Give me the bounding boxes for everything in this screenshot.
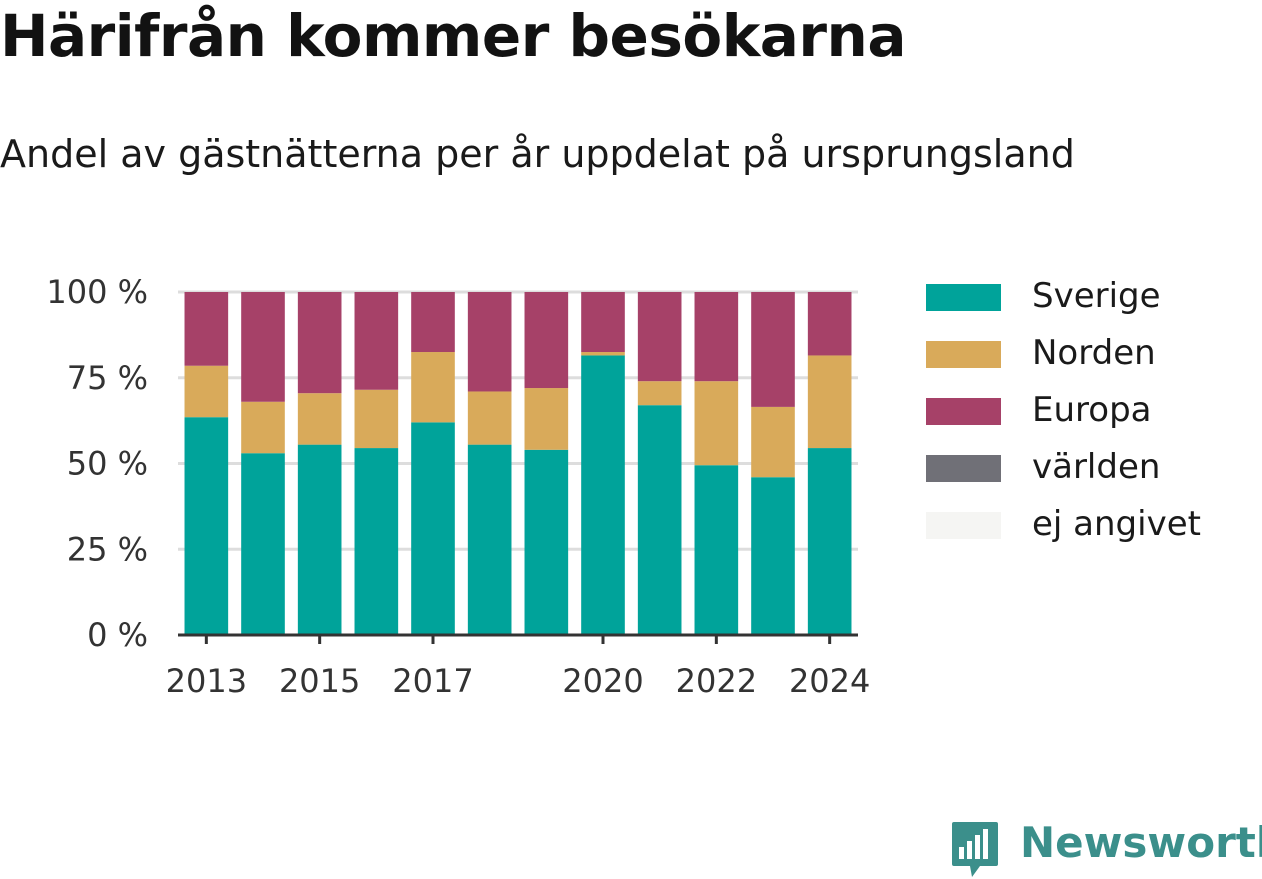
bar-segment xyxy=(467,292,512,392)
x-tick-label: 2015 xyxy=(279,662,360,700)
bar-stacks xyxy=(184,292,852,635)
bar-segment xyxy=(411,352,455,423)
bar-segment xyxy=(751,292,795,407)
newsworthy-logo: Newsworthy xyxy=(950,818,1262,879)
x-tick-label: 2024 xyxy=(789,662,870,700)
bar-segment xyxy=(297,393,342,445)
bar-segment xyxy=(807,448,852,635)
bar-segment xyxy=(524,449,569,635)
legend-label: Sverige xyxy=(1032,276,1161,316)
bar-segment xyxy=(751,406,795,478)
bar-segment xyxy=(807,355,852,449)
bar-segment xyxy=(467,391,512,445)
bar-segment xyxy=(524,388,569,450)
bar-segment xyxy=(467,444,512,635)
bar-segment xyxy=(694,465,739,635)
legend-swatch xyxy=(926,512,1001,539)
bar-segment xyxy=(637,405,682,635)
bar-segment xyxy=(354,292,399,390)
bar-segment xyxy=(637,381,682,406)
y-tick-label: 25 % xyxy=(67,530,148,568)
grid-lines xyxy=(178,290,858,551)
bar-segment xyxy=(637,292,682,382)
bar-segment xyxy=(184,292,229,366)
y-tick-label: 100 % xyxy=(46,273,148,311)
x-tick-label: 2013 xyxy=(166,662,247,700)
y-axis: 0 % 25 % 50 % 75 % 100 % xyxy=(46,273,148,654)
legend-swatch xyxy=(926,398,1001,425)
bar-chart-speech-bubble-icon xyxy=(952,822,998,877)
bar-segment xyxy=(354,389,399,449)
x-tick-label: 2022 xyxy=(676,662,757,700)
bar-segment xyxy=(581,292,625,353)
bar-segment xyxy=(411,422,455,635)
chart-subtitle: Andel av gästnätterna per år uppdelat på… xyxy=(0,132,1075,176)
legend-label: världen xyxy=(1032,447,1161,487)
bar-segment xyxy=(411,292,455,353)
bar-segment xyxy=(581,355,625,635)
legend-swatch xyxy=(926,341,1001,368)
bar-segment xyxy=(241,292,285,402)
bar-segment xyxy=(694,381,739,466)
bar-segment xyxy=(581,352,625,356)
bar-segment xyxy=(751,477,795,635)
bar-segment xyxy=(297,444,342,635)
x-tick-label: 2017 xyxy=(392,662,473,700)
bar-segment xyxy=(184,365,229,418)
chart-title: Härifrån kommer besökarna xyxy=(0,2,906,70)
stacked-bar-chart: 0 % 25 % 50 % 75 % 100 % 2013 2015 2017 2020 202… xyxy=(46,273,870,700)
bar-segment xyxy=(807,292,852,356)
y-tick-label: 0 % xyxy=(87,616,148,654)
bar-segment xyxy=(354,448,399,635)
legend-swatch xyxy=(926,455,1001,482)
legend-label: Norden xyxy=(1032,333,1156,373)
bar-segment xyxy=(524,292,569,389)
brand-name: Newsworthy xyxy=(1020,818,1262,867)
x-tick-label: 2020 xyxy=(562,662,643,700)
legend-label: ej angivet xyxy=(1032,504,1201,544)
x-axis: 2013 2015 2017 2020 2022 2024 xyxy=(166,633,870,700)
bar-segment xyxy=(241,401,285,454)
bar-segment xyxy=(694,292,739,382)
bar-segment xyxy=(241,453,285,635)
y-tick-label: 50 % xyxy=(67,445,148,483)
bar-segment xyxy=(184,417,229,635)
bar-segment xyxy=(297,292,342,394)
legend-swatch xyxy=(926,284,1001,311)
legend-label: Europa xyxy=(1032,390,1152,430)
y-tick-label: 75 % xyxy=(67,359,148,397)
